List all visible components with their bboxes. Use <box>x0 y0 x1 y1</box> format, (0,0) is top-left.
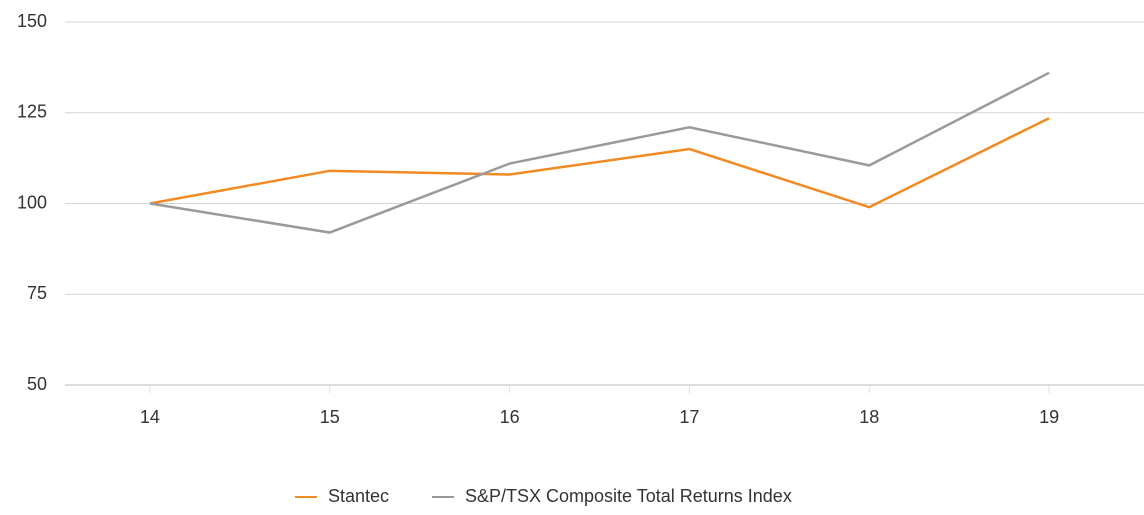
legend-label: Stantec <box>328 486 389 506</box>
x-tick-label: 14 <box>140 407 160 427</box>
y-tick-label: 50 <box>27 374 47 394</box>
x-tick-label: 18 <box>859 407 879 427</box>
series-line <box>149 71 1050 234</box>
x-tick-label: 19 <box>1039 407 1059 427</box>
series-line <box>149 117 1050 209</box>
y-tick-label: 100 <box>17 192 47 212</box>
y-tick-label: 125 <box>17 102 47 122</box>
y-tick-label: 75 <box>27 283 47 303</box>
x-tick-label: 16 <box>500 407 520 427</box>
y-tick-label: 150 <box>17 11 47 31</box>
x-tick-label: 15 <box>320 407 340 427</box>
x-tick-label: 17 <box>679 407 699 427</box>
legend-label: S&P/TSX Composite Total Returns Index <box>465 486 792 506</box>
